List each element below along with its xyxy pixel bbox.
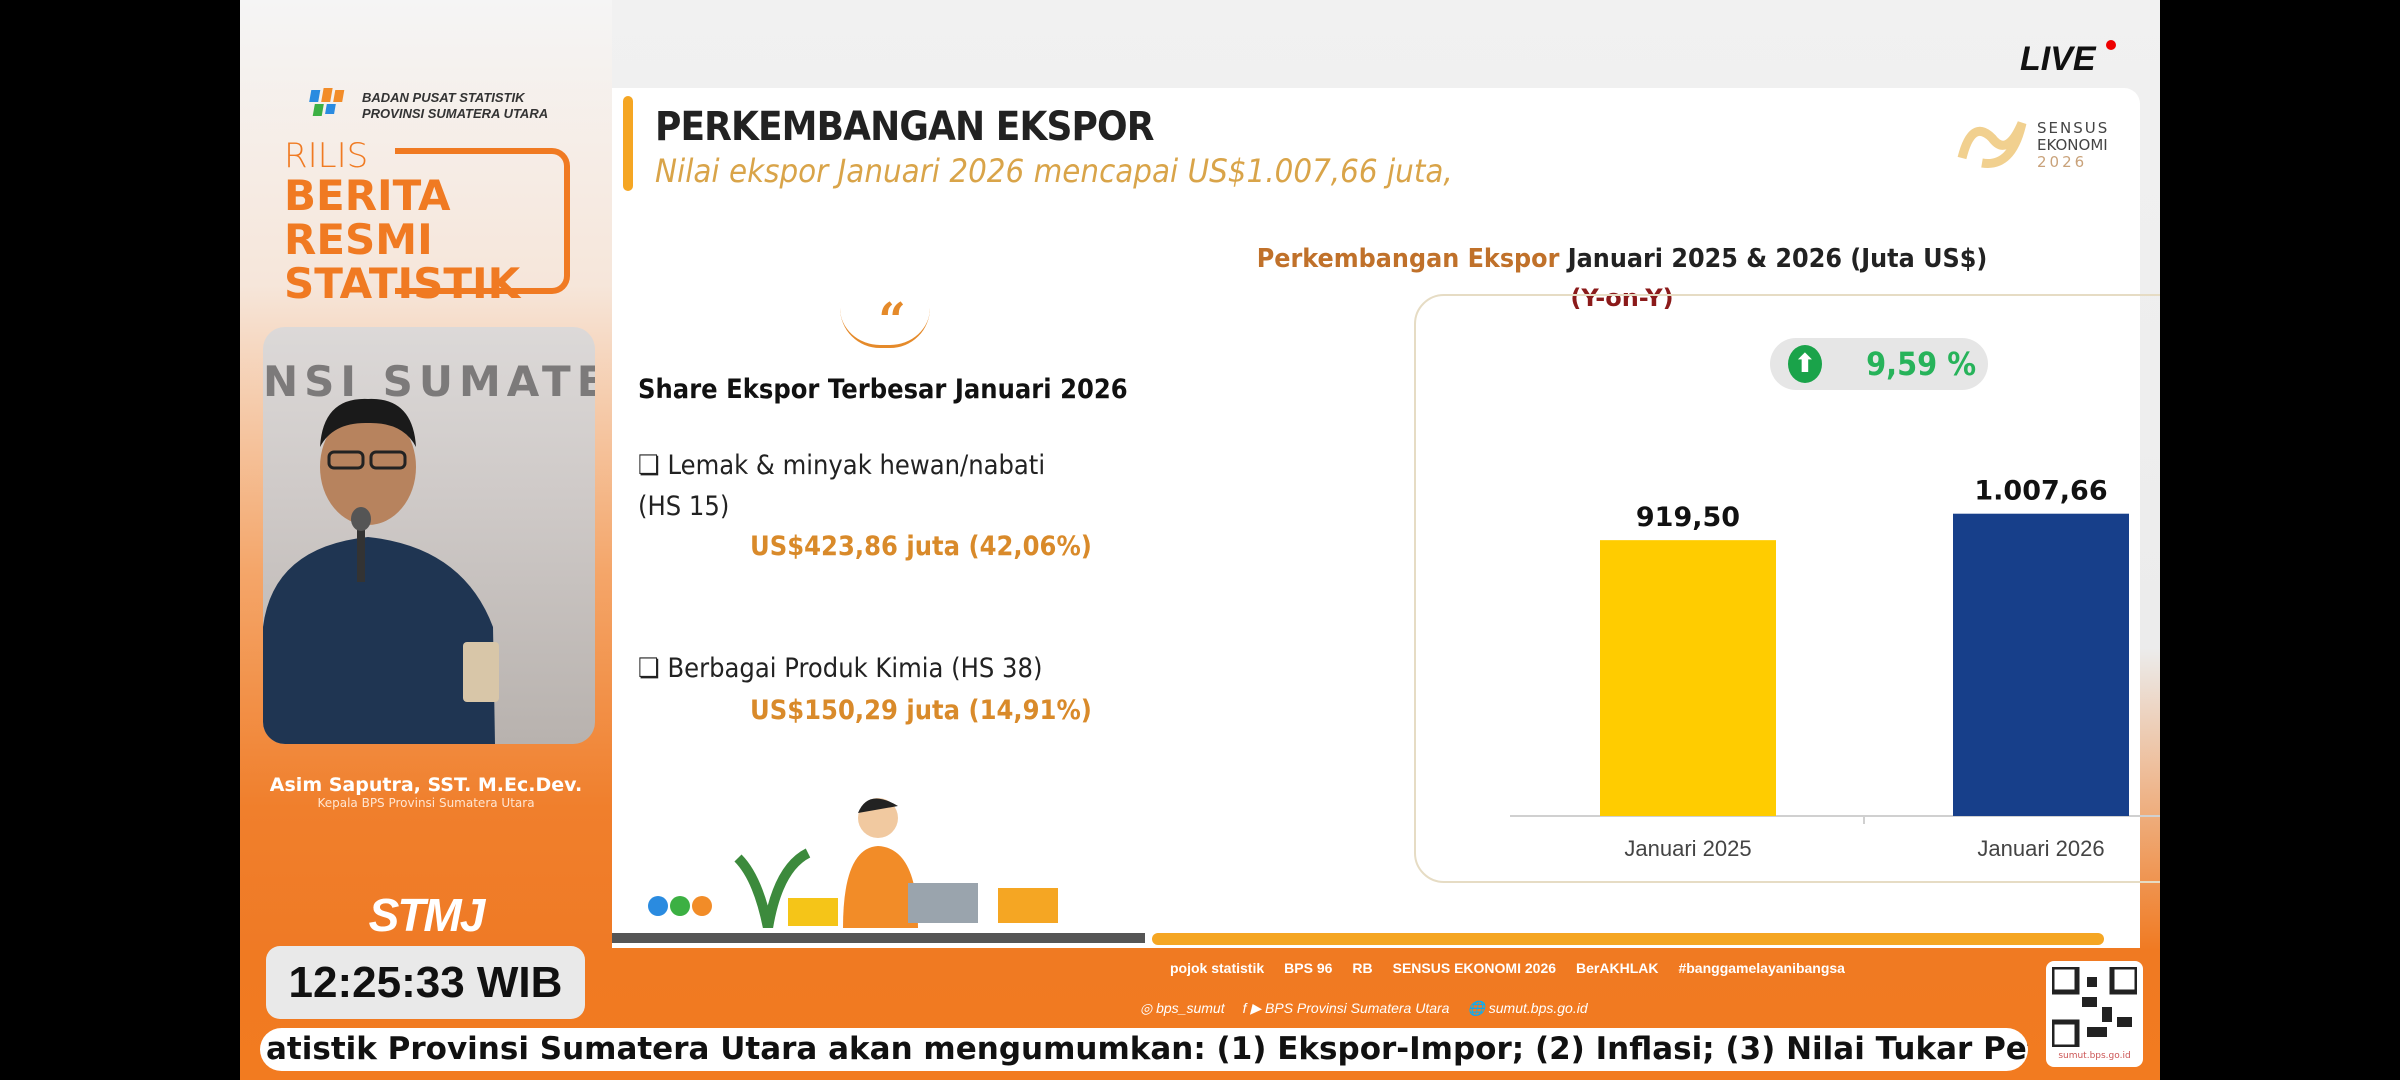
bps-org-name: BADAN PUSAT STATISTIK PROVINSI SUMATERA U… — [362, 90, 548, 122]
bar-value-label: 1.007,66 — [1974, 476, 2107, 507]
news-ticker: atistik Provinsi Sumatera Utara akan men… — [260, 1028, 2028, 1071]
rilis-brs-logo: RILIS BERITA RESMI STATISTIK — [284, 138, 520, 306]
sponsor-logo: BPS 96 — [1284, 960, 1333, 976]
brs-line-2: RESMI — [284, 215, 433, 264]
presentation-slide: PERKEMBANGAN EKSPOR Nilai ekspor Januari… — [612, 88, 2160, 948]
title-accent-bar — [623, 96, 633, 191]
export-bar-chart: 919,50 Januari 2025 1.007,66 Januari 2026 — [1510, 476, 2160, 861]
speaker-name: Asim Saputra, SST. M.Ec.Dev. — [269, 774, 583, 796]
brs-line-1: BERITA — [284, 171, 451, 220]
speaker-figure — [263, 398, 499, 744]
video-background: NSI SUMATERA — [263, 357, 595, 406]
chart-subtitle: (Y-on-Y) — [1570, 284, 1674, 312]
sponsor-logo: #banggamelayanibangsa — [1678, 960, 1845, 976]
sponsor-logos: pojok statistik BPS 96 RB SENSUS EKONOMI 20… — [1170, 960, 1845, 976]
bar-januari-2025 — [1600, 540, 1776, 816]
org-line-2: PROVINSI SUMATERA UTARA — [362, 106, 549, 121]
arrow-up-icon: ⬆ — [1788, 345, 1822, 383]
qr-code: sumut.bps.go.id — [2046, 961, 2143, 1067]
svg-text:EKONOMI: EKONOMI — [2037, 136, 2108, 154]
slide-subtitle: Nilai ekspor Januari 2026 mencapai US$1.… — [655, 152, 1453, 190]
live-dot-icon — [2106, 40, 2116, 50]
quote-underline — [840, 308, 930, 348]
instagram-link[interactable]: ◎ bps_sumut — [1140, 1000, 1225, 1016]
qr-url: sumut.bps.go.id — [2058, 1051, 2131, 1061]
rilis-frame — [395, 148, 570, 294]
org-line-1: BADAN PUSAT STATISTIK — [362, 90, 525, 105]
office-worker-illustration — [648, 798, 1058, 928]
sponsor-logo: SENSUS EKONOMI 2026 — [1392, 960, 1557, 976]
bar-value-label: 919,50 — [1636, 502, 1740, 533]
sponsor-logo: BerAKHLAK — [1576, 960, 1659, 976]
left-panel: BADAN PUSAT STATISTIK PROVINSI SUMATERA U… — [240, 0, 612, 950]
chart-title-rest: Januari 2025 & 2026 (Juta US$) — [1567, 244, 1988, 274]
website-url: sumut.bps.go.id — [1488, 1000, 1588, 1016]
live-badge: LIVE — [2020, 40, 2096, 78]
export-item-value: US$423,86 juta (42,06%) — [750, 531, 1092, 562]
slide-title: PERKEMBANGAN EKSPOR — [655, 104, 1154, 150]
export-item-value: US$150,29 juta (14,91%) — [750, 695, 1092, 726]
qr-code-icon — [2049, 964, 2140, 1050]
brs-line-3: STATISTIK — [284, 259, 521, 308]
slide-divider — [612, 933, 1145, 943]
clock-display: 12:25:33 WIB — [266, 946, 585, 1019]
share-title: Share Ekspor Terbesar Januari 2026 — [638, 374, 1128, 405]
rilis-label: RILIS — [284, 136, 369, 176]
bps-logo-icon — [309, 88, 345, 116]
youtube-channel: BPS Provinsi Sumatera Utara — [1265, 1000, 1450, 1016]
bar-januari-2026 — [1953, 513, 2129, 816]
instagram-handle: bps_sumut — [1156, 1000, 1225, 1016]
chart-title: Perkembangan Ekspor Januari 2025 & 2026 … — [1208, 244, 2036, 274]
speaker-role: Kepala BPS Provinsi Sumatera Utara — [317, 796, 535, 810]
export-item-label: ❏ Lemak & minyak hewan/nabati — [638, 450, 1046, 481]
sponsor-logo: RB — [1352, 960, 1373, 976]
chart-title-highlight: Perkembangan Ekspor — [1256, 244, 1560, 274]
export-item-label: ❏ Berbagai Produk Kimia (HS 38) — [638, 653, 1043, 684]
yoy-badge: ⬆ 9,59 % — [1770, 338, 1988, 390]
x-tick-label: Januari 2026 — [1977, 836, 2104, 861]
social-links: ◎ bps_sumut f ▶ BPS Provinsi Sumatera Ut… — [1140, 1000, 1588, 1017]
chart-frame — [1414, 294, 2160, 883]
broadcast-stage: BADAN PUSAT STATISTIK PROVINSI SUMATERA U… — [240, 0, 2160, 1080]
export-item-code: (HS 15) — [638, 491, 730, 522]
stmj-logo: STMJ — [368, 889, 486, 941]
speaker-video: NSI SUMATERA — [263, 327, 595, 744]
x-tick-label: Januari 2025 — [1624, 836, 1751, 861]
youtube-link[interactable]: f ▶ BPS Provinsi Sumatera Utara — [1242, 1000, 1450, 1016]
sensus-ekonomi-logo: SENSUS EKONOMI 2026 — [1957, 119, 2109, 171]
slide-progress-bar — [1152, 933, 2104, 945]
yoy-value: 9,59 % — [1866, 345, 1977, 383]
svg-text:SENSUS: SENSUS — [2037, 119, 2109, 137]
website-link[interactable]: 🌐 sumut.bps.go.id — [1467, 1000, 1588, 1016]
sponsor-logo: pojok statistik — [1170, 960, 1265, 976]
svg-text:2026: 2026 — [2037, 153, 2087, 171]
